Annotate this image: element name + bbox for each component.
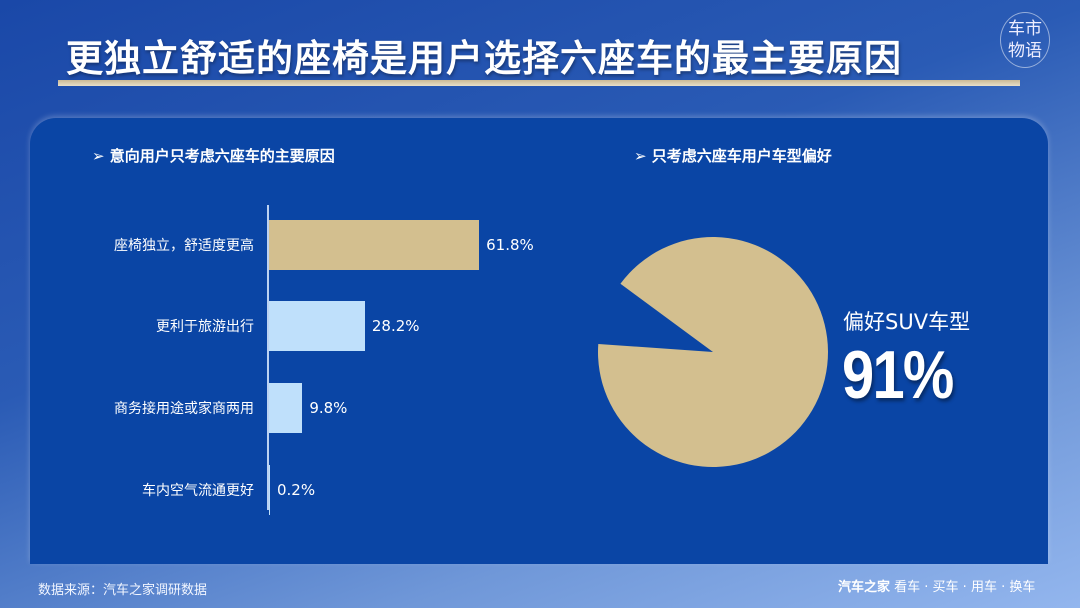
bar [269,465,270,515]
bar [269,383,303,433]
title-divider [58,80,1020,86]
bar [269,301,365,351]
bar-category-label: 商务接用途或家商两用 [114,401,254,417]
brand-name: 汽车之家 [838,580,891,595]
bar [269,220,480,270]
bar-value-label: 0.2% [277,481,316,499]
page-title: 更独立舒适的座椅是用户选择六座车的最主要原因 [66,37,902,80]
data-source: 数据来源：汽车之家调研数据 [38,583,208,598]
bar-chart-subtitle: ➢ 意向用户只考虑六座车的主要原因 [92,147,335,165]
pie-chart-subtitle: ➢ 只考虑六座车用户车型偏好 [634,147,832,165]
bar-axis [267,205,269,510]
bar-value-label: 28.2% [371,317,420,335]
bar-category-label: 更利于旅游出行 [156,319,254,335]
bar-value-label: 61.8% [486,236,534,254]
bar-category-label: 车内空气流通更好 [142,483,254,499]
bar-category-label: 座椅独立，舒适度更高 [114,238,254,254]
logo: 车市 物语 [1000,12,1050,68]
content-panel [30,118,1048,564]
footer-brand: 汽车之家 看车 · 买车 · 用车 · 换车 [838,576,1035,595]
pie-annotation-value: 91% [842,337,954,413]
bar-value-label: 9.8% [309,399,348,417]
brand-slogan: 看车 · 买车 · 用车 · 换车 [894,580,1036,595]
pie-annotation-label: 偏好SUV车型 [843,310,971,334]
pie-slice-suv [598,236,828,467]
